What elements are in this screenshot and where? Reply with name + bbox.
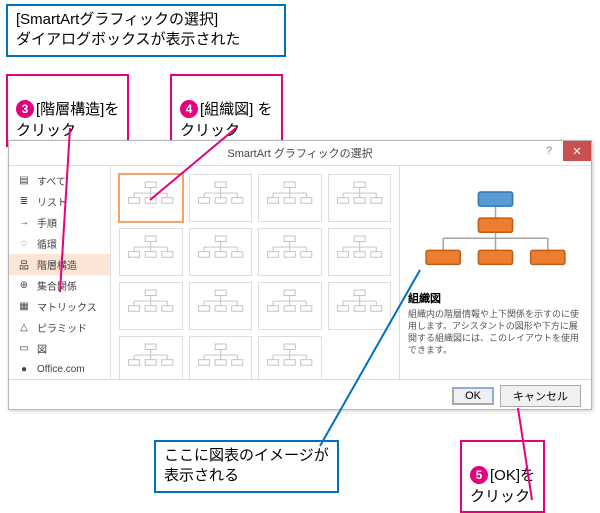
category-item-pyramid[interactable]: △ ピラミッド (9, 317, 110, 338)
category-label: すべて (37, 173, 66, 188)
ok-button[interactable]: OK (452, 387, 494, 405)
relationship-icon: ⊕ (17, 279, 31, 293)
callout-step3: 3[階層構造]を クリック (6, 74, 129, 147)
category-item-process[interactable]: → 手順 (9, 212, 110, 233)
layout-thumb[interactable] (258, 282, 322, 330)
category-label: 図 (37, 341, 47, 356)
org-l1 (426, 250, 460, 264)
layout-thumb[interactable] (328, 228, 392, 276)
callout-step4: 4[組織図] を クリック (170, 74, 283, 147)
category-label: 集合関係 (37, 278, 77, 293)
all-icon: ▤ (17, 174, 31, 188)
category-list: ▤すべて≣リスト→手順◌循環品階層構造⊕集合関係▦マトリックス△ピラミッド▭図●… (9, 166, 111, 379)
org-mid (478, 218, 512, 232)
category-item-relationship[interactable]: ⊕ 集合関係 (9, 275, 110, 296)
layout-thumb[interactable] (119, 174, 183, 222)
cycle-icon: ◌ (17, 237, 31, 251)
category-item-cycle[interactable]: ◌ 循環 (9, 233, 110, 254)
layout-thumb[interactable] (189, 282, 253, 330)
layout-thumb[interactable] (258, 174, 322, 222)
preview-name: 組織図 (408, 290, 583, 306)
layout-thumb[interactable] (189, 336, 253, 379)
category-item-matrix[interactable]: ▦ マトリックス (9, 296, 110, 317)
layout-thumb[interactable] (119, 336, 183, 379)
step-badge-3: 3 (16, 100, 34, 118)
hierarchy-icon: 品 (17, 258, 31, 272)
layout-thumb[interactable] (119, 228, 183, 276)
dialog-buttons: OK キャンセル (9, 379, 591, 411)
category-item-picture[interactable]: ▭図 (9, 338, 110, 359)
dialog-titlebar: SmartArt グラフィックの選択 ? ✕ (9, 141, 591, 165)
category-item-list[interactable]: ≣ リスト (9, 191, 110, 212)
callout-dialog-shown: [SmartArtグラフィックの選択] ダイアログボックスが表示された (6, 4, 286, 57)
category-item-all[interactable]: ▤ すべて (9, 170, 110, 191)
category-label: ピラミッド (37, 320, 87, 335)
pyramid-icon: △ (17, 321, 31, 335)
smartart-dialog: SmartArt グラフィックの選択 ? ✕ ▤すべて≣リスト→手順◌循環品階層… (8, 140, 592, 410)
preview-figure (408, 174, 583, 286)
process-icon: → (17, 216, 31, 230)
picture-icon: ▭ (17, 342, 31, 356)
layout-thumb[interactable] (258, 228, 322, 276)
layout-thumb[interactable] (328, 282, 392, 330)
step-badge-5: 5 (470, 466, 488, 484)
category-label: 階層構造 (37, 257, 77, 272)
org-top (478, 192, 512, 206)
layout-thumb[interactable] (328, 174, 392, 222)
category-label: 循環 (37, 236, 57, 251)
org-l2 (478, 250, 512, 264)
list-icon: ≣ (17, 195, 31, 209)
category-label: Office.com (37, 364, 85, 375)
close-button[interactable]: ✕ (563, 141, 591, 161)
dialog-title: SmartArt グラフィックの選択 (227, 145, 372, 161)
matrix-icon: ▦ (17, 300, 31, 314)
category-item-hierarchy[interactable]: 品階層構造 (9, 254, 110, 275)
layout-gallery (111, 166, 399, 379)
org-l3 (531, 250, 565, 264)
category-item-office[interactable]: ● Office.com (9, 359, 110, 379)
layout-thumb[interactable] (119, 282, 183, 330)
category-label: マトリックス (37, 299, 97, 314)
preview-pane: 組織図 組織内の階層情報や上下関係を示すのに使用します。アシスタントの図形や下方… (399, 166, 591, 379)
category-label: 手順 (37, 215, 57, 230)
help-button[interactable]: ? (535, 141, 563, 161)
cancel-button[interactable]: キャンセル (500, 385, 581, 407)
layout-thumb[interactable] (189, 228, 253, 276)
office-icon: ● (17, 362, 31, 376)
callout-preview-note: ここに図表のイメージが 表示される (154, 440, 339, 493)
layout-thumb[interactable] (189, 174, 253, 222)
step-badge-4: 4 (180, 100, 198, 118)
layout-thumb[interactable] (258, 336, 322, 379)
category-label: リスト (37, 194, 67, 209)
preview-description: 組織内の階層情報や上下関係を示すのに使用します。アシスタントの図形や下方に展開す… (408, 308, 583, 357)
callout-step5: 5[OK]を クリック (460, 440, 545, 513)
